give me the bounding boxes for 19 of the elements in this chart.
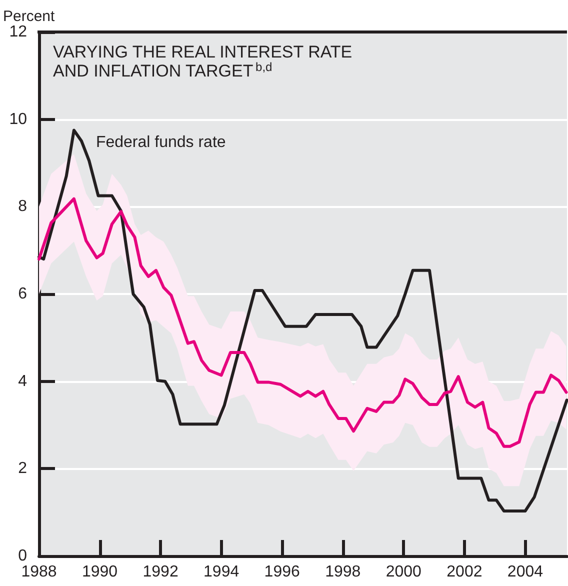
- y-tick-label: 10: [9, 110, 28, 128]
- x-tick-label: 1998: [325, 564, 361, 580]
- y-axis-title: Percent: [3, 8, 56, 25]
- x-tick-label: 1988: [21, 564, 57, 580]
- y-tick-label: 0: [18, 548, 28, 564]
- x-tick-label: 1996: [264, 564, 300, 580]
- line-series: [38, 197, 568, 448]
- x-tick-label: 1990: [82, 564, 118, 580]
- y-tick-label: 4: [18, 372, 28, 390]
- y-tick-label: 6: [18, 286, 28, 302]
- x-tick-label: 1992: [142, 564, 178, 580]
- x-tick-label: 2000: [386, 564, 422, 580]
- x-tick-label: 2004: [507, 564, 544, 580]
- y-tick-label: 8: [18, 198, 28, 216]
- x-tick-label: 2002: [446, 564, 482, 580]
- x-tick-label: 1994: [204, 564, 240, 580]
- y-tick-label: 2: [18, 460, 28, 478]
- y-tick-label: 12: [9, 24, 28, 40]
- series-label: Federal funds rate: [96, 134, 226, 151]
